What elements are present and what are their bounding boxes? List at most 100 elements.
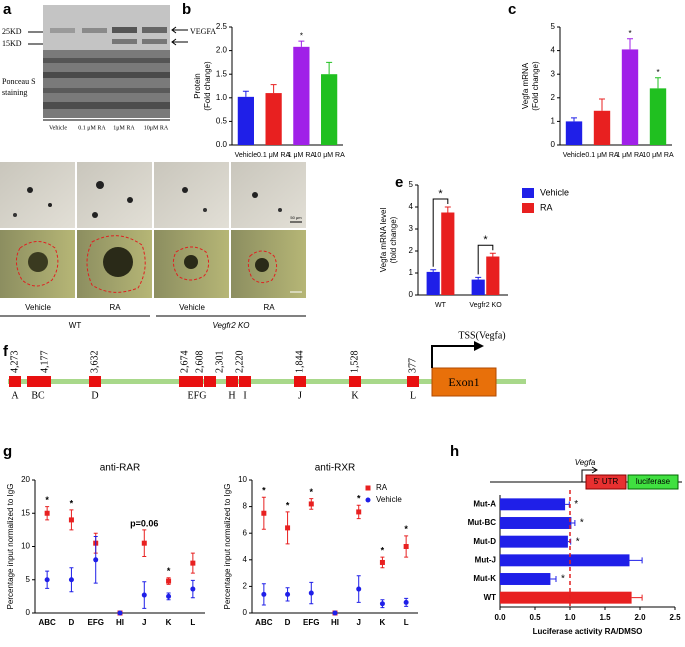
lane-label: 0.1 μM RA (78, 125, 106, 131)
bar (237, 96, 254, 145)
point (166, 593, 172, 599)
point (332, 610, 338, 616)
y-axis-label: (Fold change) (203, 61, 212, 111)
error-bar (242, 90, 249, 97)
group-label: Vegfr2 KO (212, 321, 249, 330)
significance-bracket (477, 244, 494, 275)
error-bar (565, 501, 570, 508)
point (141, 540, 147, 546)
panel-label: c (508, 1, 516, 18)
y-tick-label: 0 (26, 608, 31, 617)
bar (486, 256, 500, 295)
point (68, 517, 74, 523)
target-label: VEGFA (190, 27, 216, 36)
y-tick-label: 5 (409, 180, 414, 189)
stain-label: Ponceau S (2, 77, 36, 86)
bar (593, 110, 611, 145)
binding-site (349, 376, 361, 387)
y-tick-label: 10 (238, 475, 247, 484)
significance: * (286, 500, 290, 510)
significance: * (483, 234, 488, 246)
bar (565, 121, 583, 145)
significance: * (574, 499, 578, 510)
marker-label: 15KD (2, 39, 22, 48)
x-tick-label: L (404, 618, 409, 627)
chart-title: anti-RXR (315, 463, 356, 474)
y-axis-label: (Fold change) (531, 61, 540, 111)
significance: * (381, 546, 385, 556)
point (68, 577, 74, 583)
significance: * (404, 524, 408, 534)
utr-label: 5' UTR (594, 477, 619, 486)
y-tick-label: 2 (409, 246, 414, 255)
error-bar (655, 77, 661, 89)
binding-site (407, 376, 419, 387)
site-distance: 2,608 (194, 351, 205, 374)
y-axis-label: Vegfa mRNA (521, 62, 530, 109)
x-tick-label: 10 μM RA (313, 152, 345, 159)
utr-box (585, 474, 627, 490)
x-tick-label: EFG (303, 618, 319, 627)
site-label: D (91, 390, 98, 401)
site-label: K (351, 390, 359, 401)
x-tick-label: D (285, 618, 291, 627)
y-tick-label: 4 (409, 202, 414, 211)
site-label: H (228, 390, 235, 401)
x-tick-label: 1 μM RA (288, 152, 316, 159)
y-tick-label: 1.0 (216, 93, 228, 102)
y-tick-label: Mut-K (473, 574, 496, 583)
significance: * (576, 536, 580, 547)
y-tick-label: 0 (243, 608, 248, 617)
binding-site (39, 376, 51, 387)
x-tick-label: L (190, 618, 195, 627)
error-bar (599, 98, 605, 111)
x-tick-label: 1.0 (564, 613, 576, 622)
significance: * (580, 518, 584, 529)
panel-label: b (182, 1, 191, 18)
bar (471, 279, 485, 295)
y-tick-label: 5 (26, 575, 31, 584)
y-tick-label: 20 (21, 475, 30, 484)
binding-site (226, 376, 238, 387)
y-tick-label: 1 (551, 117, 556, 126)
y-tick-label: 3 (409, 224, 414, 233)
legend-label: RA (540, 202, 553, 212)
site-distance: 2,674 (179, 351, 190, 374)
significance: * (357, 494, 361, 504)
y-tick-label: WT (484, 593, 497, 602)
promoter-diagram (8, 341, 526, 397)
point (166, 578, 172, 584)
x-tick-label: Vegfr2 KO (469, 302, 502, 309)
site-label: I (243, 390, 246, 401)
significance: * (561, 574, 565, 585)
significance: * (45, 495, 49, 505)
x-tick-label: 0.1 μM RA (257, 152, 291, 159)
site-label: J (298, 390, 302, 401)
error-bar (326, 61, 333, 75)
site-label: EFG (188, 390, 207, 401)
x-tick-label: 1.5 (599, 613, 611, 622)
x-tick-label: 0.0 (494, 613, 506, 622)
error-bar (270, 84, 277, 94)
significance: * (656, 68, 659, 77)
site-label: A (11, 390, 19, 401)
y-tick-label: 2.5 (216, 22, 228, 31)
x-tick-label: ABC (255, 618, 273, 627)
site-distance: 4,177 (39, 351, 50, 374)
site-distance: 2,301 (214, 351, 225, 374)
point (285, 525, 291, 531)
y-tick-label: 2 (551, 93, 556, 102)
tss-label: TSS(Vegfa) (458, 330, 505, 341)
significance: * (438, 188, 443, 200)
site-distance: 377 (407, 358, 418, 373)
point (44, 510, 50, 516)
x-tick-label: D (69, 618, 75, 627)
point (356, 586, 362, 592)
x-tick-label: HI (116, 618, 124, 627)
column-label: RA (263, 303, 275, 312)
bar (500, 591, 632, 604)
panel-label: g (3, 443, 12, 460)
error-bar (298, 40, 305, 47)
x-tick-label: K (166, 618, 172, 627)
